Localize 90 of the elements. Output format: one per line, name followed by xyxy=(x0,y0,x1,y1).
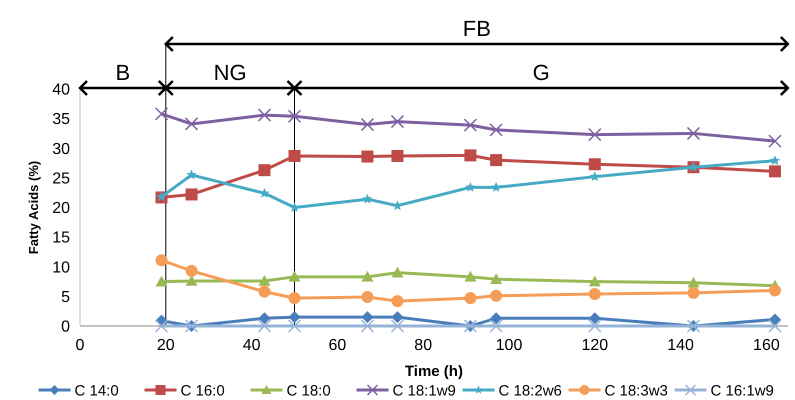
point xyxy=(588,288,601,300)
y-tick-label: 40 xyxy=(52,82,70,99)
point xyxy=(464,118,478,132)
point xyxy=(156,254,168,266)
x-tick-label: 40 xyxy=(242,337,261,354)
point xyxy=(590,171,600,182)
legend-label: C 18:0 xyxy=(286,382,331,400)
y-tick-label: 10 xyxy=(52,259,70,276)
y-tick-label: 0 xyxy=(61,318,70,336)
point xyxy=(588,158,601,170)
x-tick-label: 80 xyxy=(414,337,432,354)
point xyxy=(258,312,270,324)
point xyxy=(390,114,404,128)
text: G xyxy=(532,60,550,85)
point xyxy=(288,270,300,282)
point xyxy=(490,312,502,324)
point xyxy=(288,110,302,124)
point xyxy=(588,312,601,324)
legend-label: C 18:1w9 xyxy=(392,382,456,400)
point xyxy=(768,319,782,333)
x-tick-label: 60 xyxy=(328,337,346,354)
text: FB xyxy=(462,16,491,41)
point xyxy=(686,126,700,140)
point xyxy=(489,123,503,137)
point xyxy=(768,165,781,178)
point xyxy=(361,150,374,163)
point xyxy=(288,150,300,162)
y-tick-label: 5 xyxy=(61,288,70,306)
point xyxy=(588,319,602,333)
point xyxy=(362,194,373,204)
x-axis-title: Time (h) xyxy=(404,363,463,380)
point xyxy=(490,154,502,166)
point xyxy=(490,273,502,284)
point xyxy=(687,286,700,299)
x-tick-label: 0 xyxy=(76,337,85,354)
point xyxy=(768,134,782,148)
point xyxy=(768,284,781,296)
point xyxy=(288,311,300,324)
point xyxy=(391,150,404,162)
point xyxy=(770,155,780,166)
point xyxy=(184,117,198,131)
point xyxy=(391,266,404,278)
point xyxy=(464,149,476,162)
point xyxy=(361,270,374,282)
text: NG xyxy=(214,60,247,85)
y-tick-label: 35 xyxy=(52,111,70,128)
point xyxy=(186,264,198,277)
point xyxy=(288,319,302,333)
x-tick-label: 140 xyxy=(667,337,694,354)
point xyxy=(391,311,404,324)
y-tick-label: 30 xyxy=(52,140,70,158)
point xyxy=(490,290,502,302)
point xyxy=(258,108,272,122)
legend-label: C 14:0 xyxy=(74,382,119,400)
point xyxy=(391,295,404,308)
point xyxy=(588,276,601,286)
x-tick-label: 160 xyxy=(753,337,780,354)
point xyxy=(360,319,374,333)
point xyxy=(154,319,168,333)
point xyxy=(186,188,198,200)
x-tick-label: 20 xyxy=(156,337,175,354)
point xyxy=(687,276,700,288)
legend-label: C 16:1w9 xyxy=(710,382,774,400)
y-tick-label: 20 xyxy=(52,200,70,218)
point xyxy=(156,276,168,286)
point xyxy=(258,164,270,176)
legend-label: C 18:2w6 xyxy=(498,382,562,400)
point xyxy=(258,286,270,298)
point xyxy=(154,107,168,121)
point xyxy=(390,319,404,333)
point xyxy=(186,170,197,180)
legend-label: C 16:0 xyxy=(180,382,225,400)
text: B xyxy=(116,60,130,85)
x-tick-label: 120 xyxy=(581,337,608,354)
y-axis-title: Fatty Acids (%) xyxy=(26,160,41,254)
point xyxy=(360,118,374,132)
legend-label: C 18:3w3 xyxy=(604,382,668,400)
point xyxy=(258,319,272,333)
point xyxy=(288,292,300,304)
point xyxy=(361,290,374,303)
y-tick-label: 25 xyxy=(52,170,70,188)
point xyxy=(465,182,476,192)
point xyxy=(588,128,602,142)
point xyxy=(464,292,476,304)
x-tick-label: 100 xyxy=(496,337,522,354)
y-tick-label: 15 xyxy=(52,230,70,247)
point xyxy=(258,274,270,286)
point xyxy=(464,270,476,282)
point xyxy=(489,319,503,333)
point xyxy=(361,311,374,324)
